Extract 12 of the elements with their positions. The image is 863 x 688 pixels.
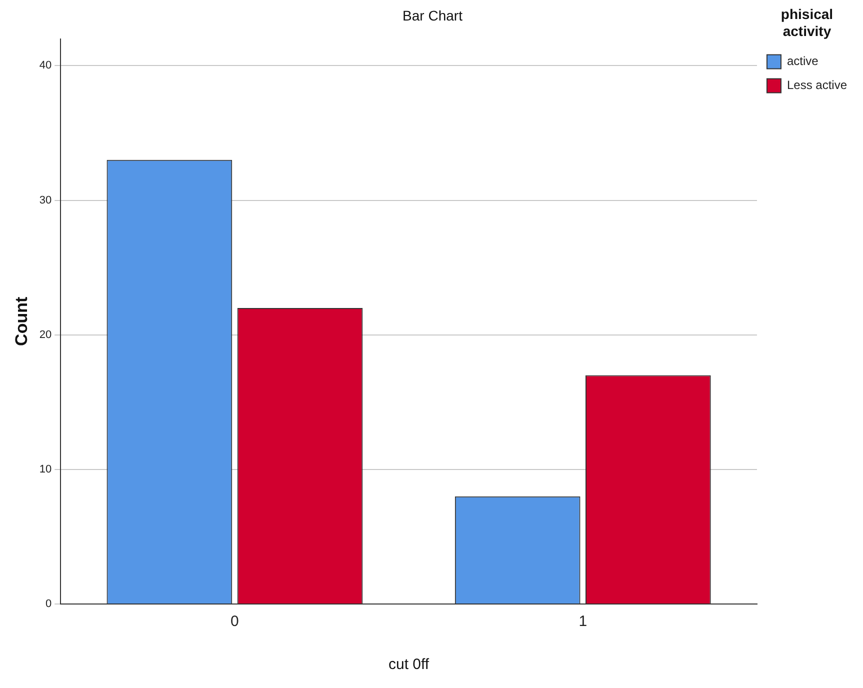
legend-label: active xyxy=(786,54,819,68)
y-tick-label: 10 xyxy=(39,463,52,476)
y-tick-label: 0 xyxy=(46,598,52,610)
x-tick-label: 1 xyxy=(578,613,588,630)
y-axis-title: Count xyxy=(12,296,31,346)
legend-title: phisical activity xyxy=(780,6,834,39)
x-axis-title: cut 0ff xyxy=(388,656,430,674)
y-tick-label: 20 xyxy=(39,328,52,341)
y-tick-label: 40 xyxy=(39,60,52,72)
y-tick-label: 30 xyxy=(39,194,52,206)
chart-title: Bar Chart xyxy=(402,7,463,24)
legend-label: Less active xyxy=(786,78,848,92)
